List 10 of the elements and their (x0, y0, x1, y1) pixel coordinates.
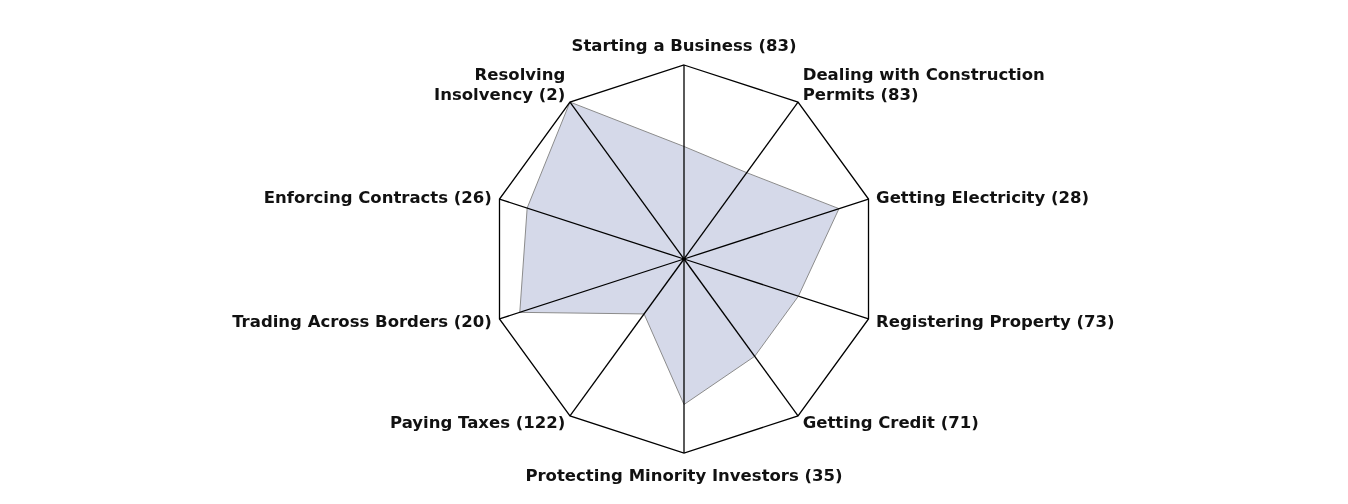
spoke-label: Trading Across Borders (20) (232, 312, 492, 332)
spoke-label: Enforcing Contracts (26) (263, 187, 492, 207)
spoke-label: Dealing with Construction Permits (83) (802, 64, 1045, 104)
spoke-label: Resolving Insolvency (2) (434, 64, 566, 104)
spoke-label: Getting Credit (71) (802, 413, 979, 433)
spoke-label: Getting Electricity (28) (876, 187, 1090, 207)
spoke-label: Starting a Business (83) (571, 36, 797, 55)
spoke-label: Protecting Minority Investors (35) (525, 466, 843, 485)
spoke-label: Paying Taxes (122) (390, 413, 566, 433)
spoke-label: Registering Property (73) (876, 312, 1115, 332)
